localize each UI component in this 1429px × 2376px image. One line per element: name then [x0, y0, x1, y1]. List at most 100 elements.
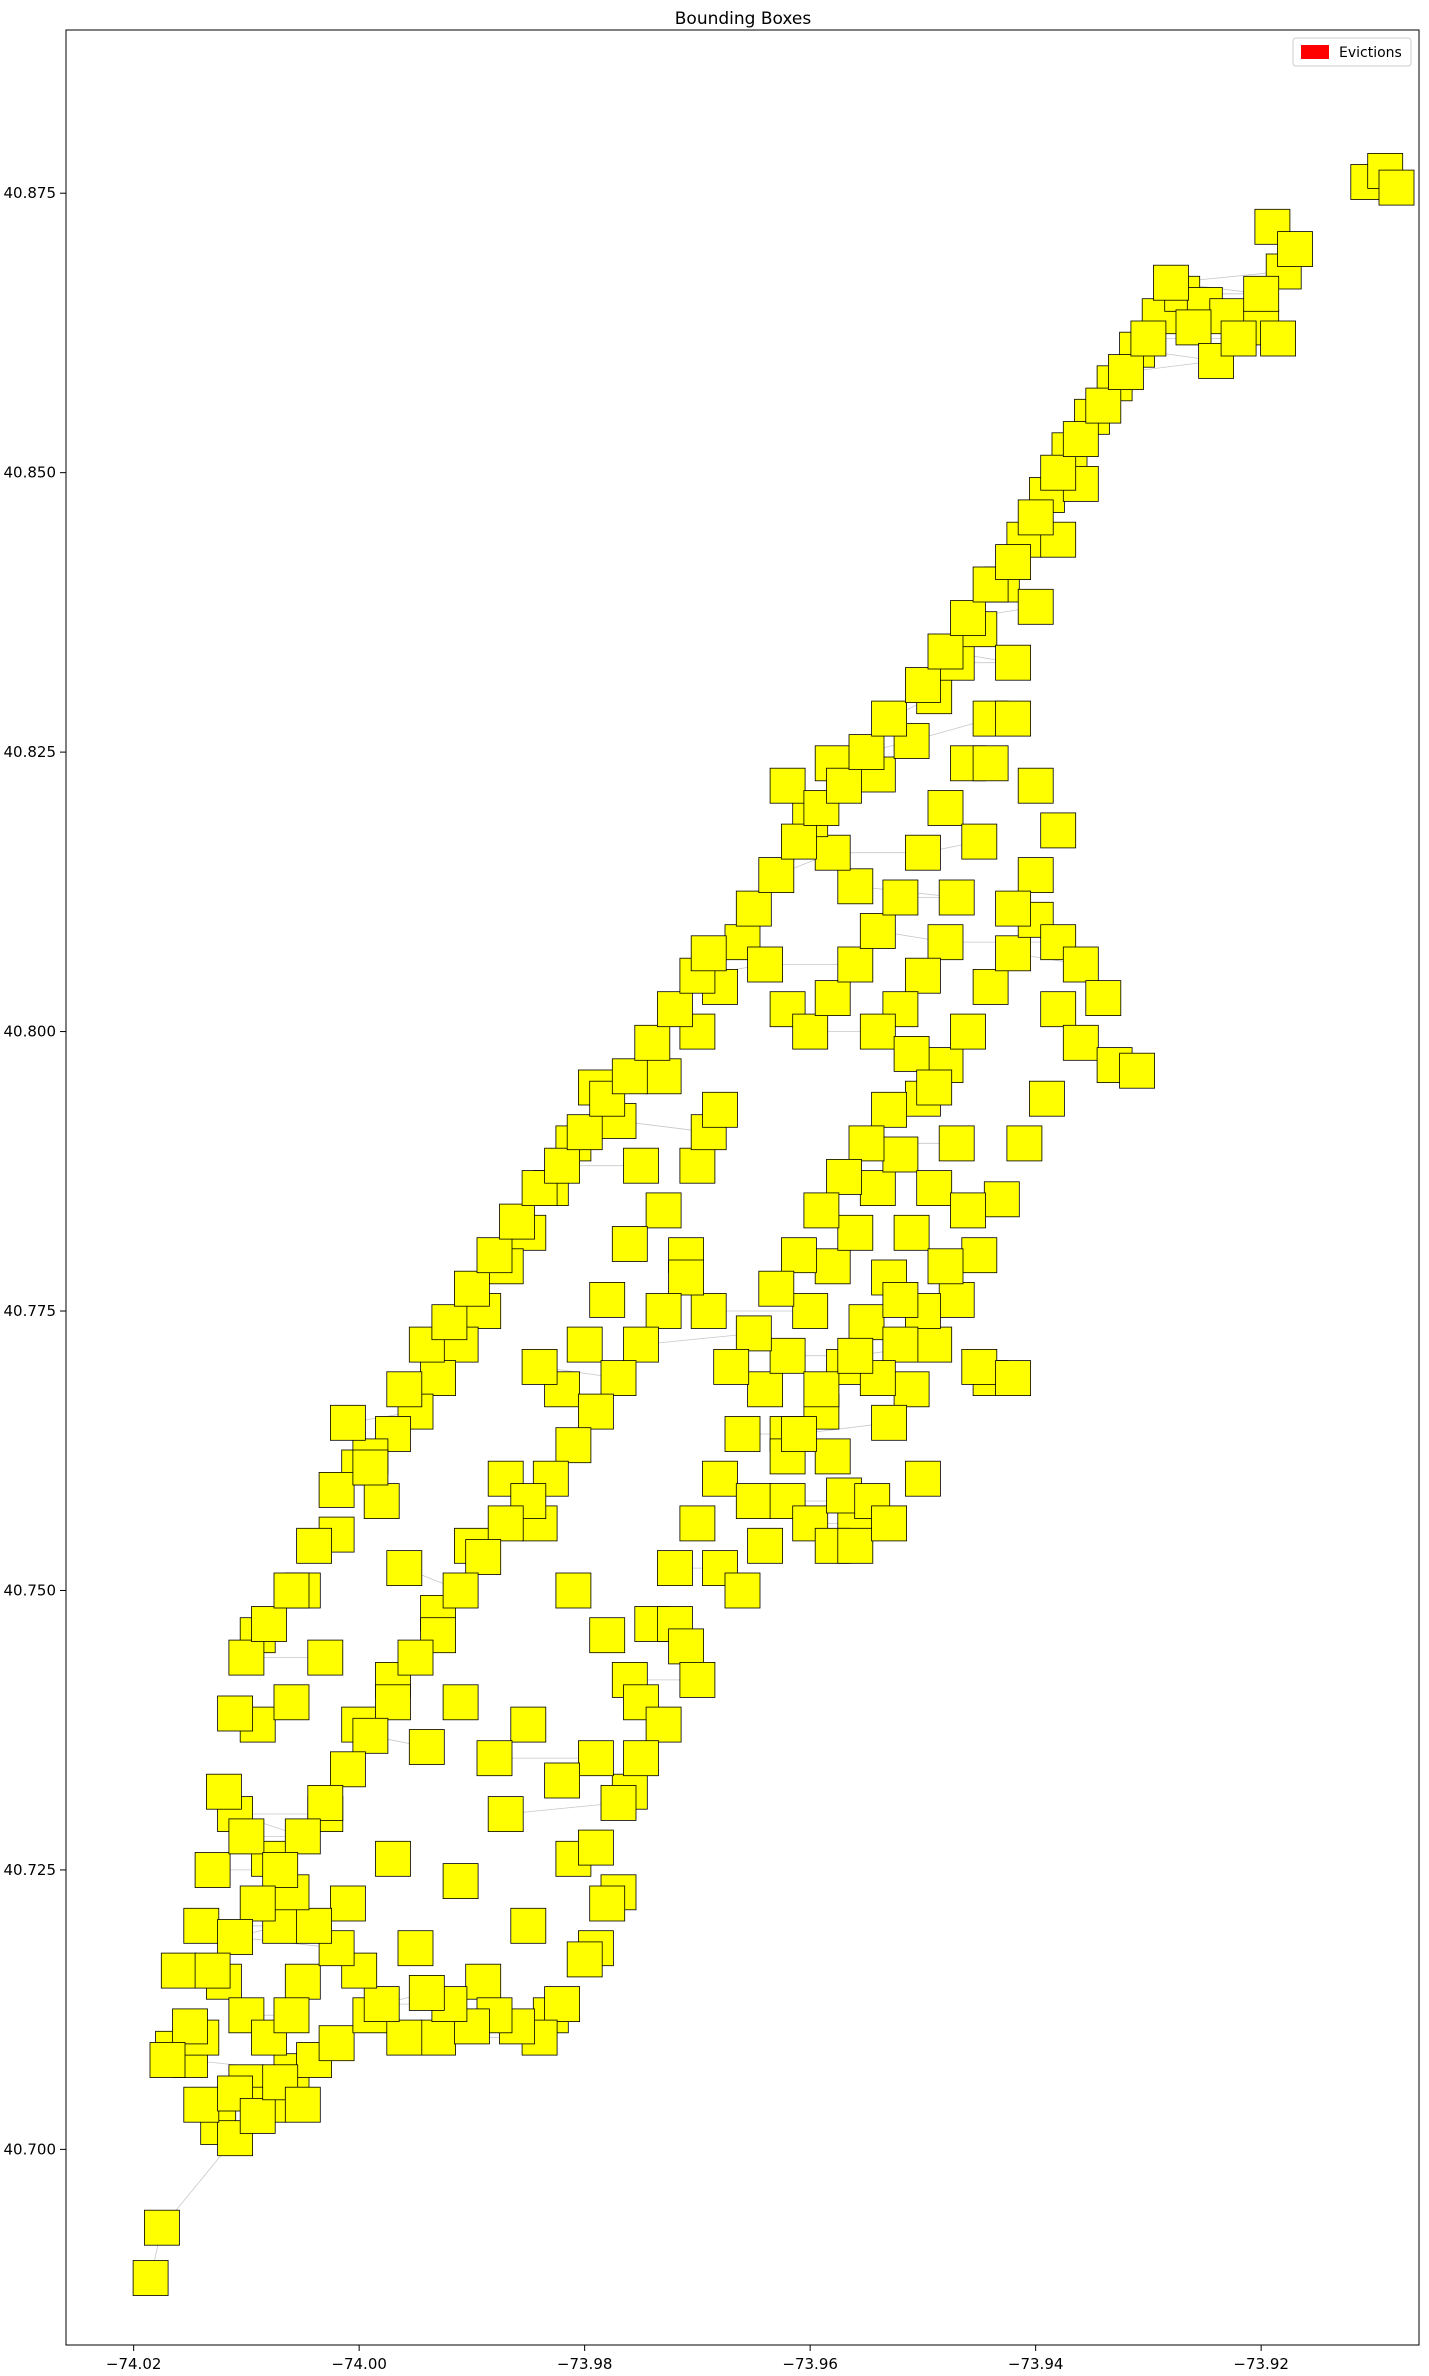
bounding-box-marker [228, 1639, 265, 1676]
bounding-box-marker [352, 1449, 389, 1486]
bounding-box-marker [668, 1628, 704, 1665]
bounding-box-marker [476, 1740, 513, 1777]
bounding-box-marker [589, 1617, 626, 1654]
chart-title: Bounding Boxes [675, 9, 812, 29]
bounding-box-marker [803, 1371, 840, 1408]
bounding-box-marker [566, 1114, 603, 1151]
bounding-box-marker [1062, 421, 1099, 458]
bounding-box-marker [724, 1416, 761, 1452]
y-tick-label: 40.875 [4, 184, 57, 202]
bounding-box-marker [194, 1852, 231, 1888]
bounding-box-marker [961, 1349, 998, 1385]
bounding-box-marker [544, 1762, 580, 1799]
bounding-box-marker [769, 1337, 806, 1374]
legend-label: Evictions [1339, 45, 1402, 61]
bounding-box-marker [916, 1170, 953, 1206]
bounding-box-marker [1243, 275, 1280, 312]
bounding-box-marker [995, 544, 1031, 580]
bounding-box-marker [905, 834, 941, 871]
bounding-box-marker [859, 1013, 896, 1050]
bounding-box-marker [1040, 991, 1077, 1028]
plot-area [65, 29, 1420, 2346]
bounding-box-marker [1130, 320, 1167, 357]
bounding-box-marker [284, 1963, 321, 2000]
bounding-box-marker [205, 1773, 242, 1810]
bounding-box-marker [848, 1304, 885, 1341]
bounding-box-marker [950, 1192, 986, 1229]
bounding-box-marker [995, 935, 1031, 972]
x-tick-label: −73.92 [1233, 2355, 1289, 2373]
bounding-box-marker [735, 1483, 772, 1519]
bounding-box-marker [408, 1975, 445, 2011]
bounding-box-marker [905, 667, 941, 703]
bounding-box-marker [995, 644, 1031, 681]
bounding-box-marker [1062, 946, 1099, 983]
bounding-box-marker [814, 834, 851, 871]
bounding-box-marker [510, 1706, 547, 1743]
bounding-box-marker [487, 1505, 524, 1542]
bounding-box-marker [420, 1360, 457, 1396]
bounding-box-marker [172, 2008, 208, 2045]
bounding-box-marker [566, 1941, 603, 1978]
bounding-box-marker [623, 1326, 659, 1363]
bounding-box-marker [882, 879, 919, 916]
bounding-box-marker [228, 1818, 265, 1855]
bounding-box-marker [273, 1572, 310, 1609]
bounding-box-marker [296, 1527, 333, 1564]
bounding-box-marker [882, 1282, 919, 1318]
bounding-box-marker [747, 946, 783, 983]
bounding-box-marker [132, 2260, 169, 2296]
bounding-box-marker [386, 1371, 423, 1408]
bounding-box-marker [837, 1214, 874, 1251]
bounding-box-marker [1017, 499, 1054, 536]
bounding-box-marker [871, 1404, 907, 1441]
bounding-box-marker [769, 767, 806, 804]
bounding-box-marker [859, 913, 896, 949]
bounding-box-marker [657, 991, 693, 1028]
bounding-box-marker [972, 745, 1009, 782]
bounding-box-marker [408, 1729, 445, 1765]
y-tick-label: 40.775 [4, 1302, 57, 1320]
bounding-box-marker [837, 946, 874, 983]
bounding-box-marker [690, 1293, 727, 1329]
bounding-box-marker [735, 890, 772, 927]
bounding-box-marker [465, 1539, 502, 1575]
bounding-box-marker [284, 1818, 321, 1855]
y-tick-label: 40.825 [4, 743, 57, 761]
bounding-box-marker [995, 890, 1031, 927]
bounding-box-marker [453, 2008, 490, 2045]
bounding-box-marker [702, 1460, 738, 1497]
bounding-box-marker [465, 1963, 502, 2000]
bounding-box-marker [318, 1472, 355, 1508]
bounding-box-marker [149, 2042, 186, 2078]
bounding-box-marker [375, 1684, 411, 1721]
bounding-box-marker [792, 1013, 829, 1050]
bounding-box-marker [544, 1147, 580, 1184]
bounding-box-marker [837, 1337, 874, 1374]
bounding-box-marker [1040, 812, 1077, 849]
bounding-box-marker [938, 879, 975, 916]
bounding-box-marker [747, 1371, 783, 1408]
bounding-box-marker [792, 1293, 829, 1329]
bounding-box-marker [307, 1785, 344, 1821]
x-tick-label: −74.00 [331, 2355, 387, 2373]
bounding-box-marker [273, 1997, 310, 2034]
bounding-box-marker [307, 1639, 344, 1676]
y-tick-label: 40.750 [4, 1581, 57, 1599]
bounding-box-marker [871, 1505, 907, 1542]
y-tick-label: 40.700 [4, 2140, 57, 2158]
bounding-box-marker [837, 868, 874, 905]
bounding-box-marker [758, 857, 795, 893]
bounding-box-marker [893, 1214, 930, 1251]
bounding-box-marker [1277, 231, 1313, 268]
bounding-box-marker [578, 1740, 614, 1777]
bounding-box-marker [1040, 454, 1077, 491]
bounding-box-marker [375, 1416, 411, 1452]
y-tick-label: 40.850 [4, 464, 57, 482]
bounding-box-marker [1220, 320, 1257, 357]
bounding-box-marker [905, 957, 941, 994]
bounding-box-marker [713, 1349, 750, 1385]
bounding-box-marker [814, 980, 851, 1016]
bounding-box-marker [950, 1013, 986, 1050]
bounding-box-marker [927, 633, 964, 670]
